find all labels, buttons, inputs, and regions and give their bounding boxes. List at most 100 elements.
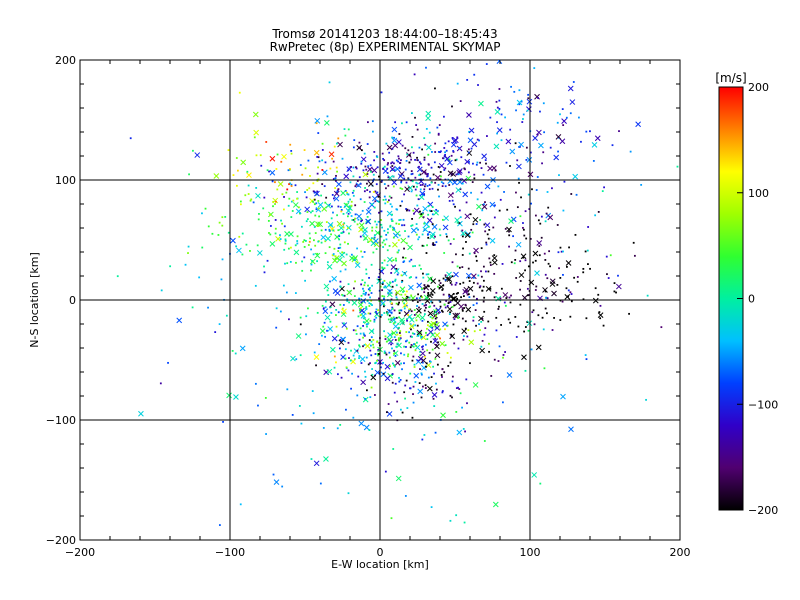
scatter-dot [363,284,366,287]
scatter-dot [416,185,418,188]
scatter-dot [541,316,544,319]
scatter-dot [467,148,470,151]
scatter-dot [481,209,484,212]
scatter-dot [227,231,230,234]
scatter-dot [429,305,432,308]
scatter-dot [236,169,239,172]
scatter-dot [404,230,406,233]
scatter-dot [359,310,362,313]
scatter-dot [370,292,373,294]
scatter-dot [318,215,321,218]
scatter-dot [344,268,347,271]
scatter-dot [362,317,365,320]
scatter-dot [520,196,522,199]
scatter-dot [410,310,413,313]
scatter-cross [417,388,424,395]
scatter-dot [405,181,408,184]
scatter-dot [518,89,521,92]
scatter-dot [487,320,490,323]
scatter-dot [418,174,421,177]
scatter-dot [348,357,350,359]
scatter-dot [537,97,539,99]
scatter-dot [335,166,338,169]
scatter-cross [326,263,333,270]
scatter-dot [527,265,530,268]
scatter-dot [439,171,442,173]
scatter-dot [485,63,488,65]
scatter-dot [330,311,333,314]
scatter-dot [482,173,485,176]
scatter-dot [391,285,394,288]
scatter-cross [489,237,496,244]
scatter-dot [565,116,568,119]
scatter-dot [545,212,548,215]
scatter-dot [529,237,532,240]
scatter-dot [410,158,413,161]
scatter-dot [364,292,367,295]
scatter-dot [461,229,464,232]
scatter-dot [310,269,312,272]
scatter-dot [398,157,400,160]
scatter-dot [534,289,537,291]
scatter-dot [328,203,331,206]
scatter-dot [381,299,383,302]
scatter-dot [409,335,412,338]
scatter-dot [528,294,530,296]
scatter-dot [424,143,427,146]
scatter-dot [466,78,469,81]
scatter-dot [462,281,465,284]
scatter-points [116,60,679,526]
scatter-dot [421,287,423,290]
scatter-dot [428,209,431,212]
scatter-dot [324,335,327,338]
scatter-dot [333,145,336,148]
scatter-dot [429,177,432,180]
scatter-cross [364,343,371,349]
scatter-dot [618,130,620,133]
scatter-dot [394,257,397,260]
scatter-dot [416,128,419,131]
scatter-dot [524,259,527,262]
scatter-dot [411,299,414,302]
scatter-cross [442,321,448,328]
scatter-dot [289,246,292,249]
scatter-dot [435,388,438,391]
scatter-cross [277,181,284,187]
scatter-dot [412,355,415,358]
scatter-dot [408,308,411,311]
scatter-dot [398,301,400,304]
scatter-dot [316,156,319,158]
scatter-cross [313,354,320,360]
scatter-cross [434,343,440,350]
scatter-cross [323,119,330,126]
scatter-dot [381,179,383,182]
scatter-dot [320,229,323,232]
scatter-dot [263,196,266,199]
scatter-dot [364,293,367,296]
scatter-dot [461,309,464,312]
scatter-dot [257,218,260,221]
scatter-cross [326,368,333,375]
scatter-dot [377,353,380,355]
scatter-dot [487,237,490,240]
scatter-dot [508,234,511,237]
scatter-dot [412,185,415,188]
scatter-dot [444,151,446,154]
scatter-dot [421,296,424,299]
scatter-dot [371,120,374,123]
scatter-dot [284,242,287,245]
scatter-dot [305,196,308,199]
scatter-cross [333,195,340,202]
scatter-dot [503,301,506,304]
scatter-dot [465,241,467,243]
scatter-dot [404,384,407,387]
scatter-cross [521,294,528,301]
scatter-dot [421,361,424,364]
scatter-dot [481,317,484,320]
scatter-cross [447,192,454,199]
scatter-dot [392,259,395,262]
scatter-dot [416,159,419,161]
scatter-dot [324,240,327,243]
scatter-cross [549,281,556,287]
scatter-cross [236,247,242,254]
